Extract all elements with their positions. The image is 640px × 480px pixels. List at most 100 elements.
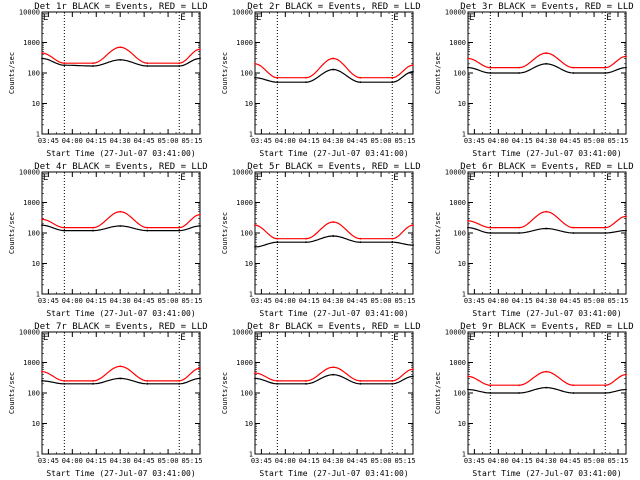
y-tick-label: 100: [27, 230, 40, 238]
chart-panel: Det 6r BLACK = Events, RED = LLD 1 10 100 10…: [434, 162, 634, 318]
corner-mark: E: [256, 13, 261, 23]
data-point: [276, 76, 279, 79]
data-point: [332, 57, 335, 60]
chart-title: Det 4r BLACK = Events, RED = LLD: [34, 162, 207, 172]
chart-title: Det 6r BLACK = Events, RED = LLD: [460, 162, 633, 172]
data-point: [41, 379, 43, 382]
chart-title: Det 1r BLACK = Events, RED = LLD: [34, 2, 207, 12]
series-line: [41, 46, 201, 64]
data-point: [178, 65, 181, 67]
data-point: [63, 64, 66, 67]
y-tick-label: 1: [249, 291, 253, 299]
data-point: [276, 237, 279, 240]
x-tick-label: 04:00: [488, 457, 509, 465]
data-point: [625, 229, 627, 232]
data-point: [276, 241, 279, 244]
data-point: [199, 57, 201, 60]
plot-frame: [41, 331, 201, 455]
data-point: [572, 66, 575, 69]
y-tick-label: 1000: [23, 39, 40, 47]
x-tick-label: 05:15: [394, 457, 415, 465]
x-tick-label: 04:30: [110, 137, 131, 145]
chart-panel: Det 4r BLACK = Events, RED = LLD 1 10 100 10…: [8, 162, 208, 318]
x-axis-label: Start Time (27-Jul-07 03:41:00): [46, 469, 195, 478]
y-tick-label: 10000: [232, 169, 253, 177]
y-tick-label: 10000: [445, 9, 466, 17]
y-tick-label: 1: [462, 451, 466, 459]
y-tick-label: 1: [249, 131, 253, 139]
data-point: [92, 379, 94, 382]
data-point: [332, 366, 335, 369]
y-axis-label: Counts/sec: [434, 372, 442, 414]
chart-panel: Det 1r BLACK = Events, RED = LLD 1 10 100 10…: [8, 2, 208, 158]
series-line: [467, 211, 627, 229]
x-tick-label: 04:30: [323, 137, 344, 145]
y-tick-label: 100: [240, 70, 253, 78]
y-tick-label: 10: [458, 420, 466, 428]
data-point: [391, 241, 394, 244]
y-tick-label: 10: [32, 100, 40, 108]
x-axis-label: Start Time (27-Jul-07 03:41:00): [259, 309, 408, 318]
y-tick-label: 10000: [19, 9, 40, 17]
corner-mark: E: [256, 173, 261, 183]
data-point: [178, 229, 181, 232]
corner-mark: E: [43, 333, 48, 343]
data-point: [545, 62, 548, 65]
series-line: [467, 386, 627, 394]
data-point: [92, 65, 94, 67]
y-tick-label: 100: [27, 70, 40, 78]
y-tick-label: 10000: [19, 329, 40, 337]
data-point: [254, 372, 256, 374]
y-tick-label: 1: [249, 451, 253, 459]
data-point: [332, 68, 335, 71]
x-tick-label: 05:00: [371, 297, 392, 305]
x-tick-label: 05:15: [607, 297, 628, 305]
x-tick-label: 04:15: [512, 137, 533, 145]
data-point: [489, 66, 492, 69]
data-point: [489, 384, 492, 387]
y-axis-label: Counts/sec: [434, 212, 442, 254]
data-point: [254, 62, 256, 65]
data-point: [391, 379, 394, 382]
data-point: [604, 72, 607, 74]
y-tick-label: 100: [453, 230, 466, 238]
y-tick-label: 1: [462, 131, 466, 139]
series-line: [254, 366, 414, 382]
chart-title: Det 8r BLACK = Events, RED = LLD: [247, 322, 420, 332]
corner-mark: E: [256, 333, 261, 343]
y-tick-label: 100: [27, 390, 40, 398]
x-tick-label: 04:30: [323, 457, 344, 465]
data-point: [545, 227, 548, 230]
data-point: [604, 384, 607, 387]
data-point: [92, 62, 94, 65]
x-tick-label: 04:30: [110, 297, 131, 305]
data-point: [467, 226, 469, 229]
x-tick-label: 05:00: [158, 137, 179, 145]
x-tick-label: 03:45: [464, 297, 485, 305]
corner-mark: E: [469, 333, 474, 343]
data-point: [63, 62, 66, 65]
x-tick-label: 04:30: [323, 297, 344, 305]
data-point: [119, 377, 122, 380]
corner-mark: E: [393, 333, 398, 343]
data-point: [489, 226, 492, 229]
x-tick-label: 04:15: [299, 297, 320, 305]
data-point: [305, 76, 307, 79]
corner-mark: E: [180, 333, 185, 343]
x-tick-label: 03:45: [251, 457, 272, 465]
x-tick-label: 04:00: [488, 137, 509, 145]
x-axis-label: Start Time (27-Jul-07 03:41:00): [259, 469, 408, 478]
x-tick-label: 04:00: [275, 297, 296, 305]
y-tick-label: 10: [458, 260, 466, 268]
series-line: [467, 52, 627, 69]
y-tick-label: 100: [453, 390, 466, 398]
x-tick-label: 05:15: [181, 457, 202, 465]
corner-mark: E: [606, 173, 611, 183]
x-tick-label: 04:45: [560, 297, 581, 305]
data-point: [254, 224, 256, 227]
data-point: [305, 241, 307, 244]
corner-mark: E: [606, 333, 611, 343]
data-point: [92, 382, 94, 385]
data-point: [572, 72, 575, 74]
corner-mark: E: [43, 13, 48, 23]
